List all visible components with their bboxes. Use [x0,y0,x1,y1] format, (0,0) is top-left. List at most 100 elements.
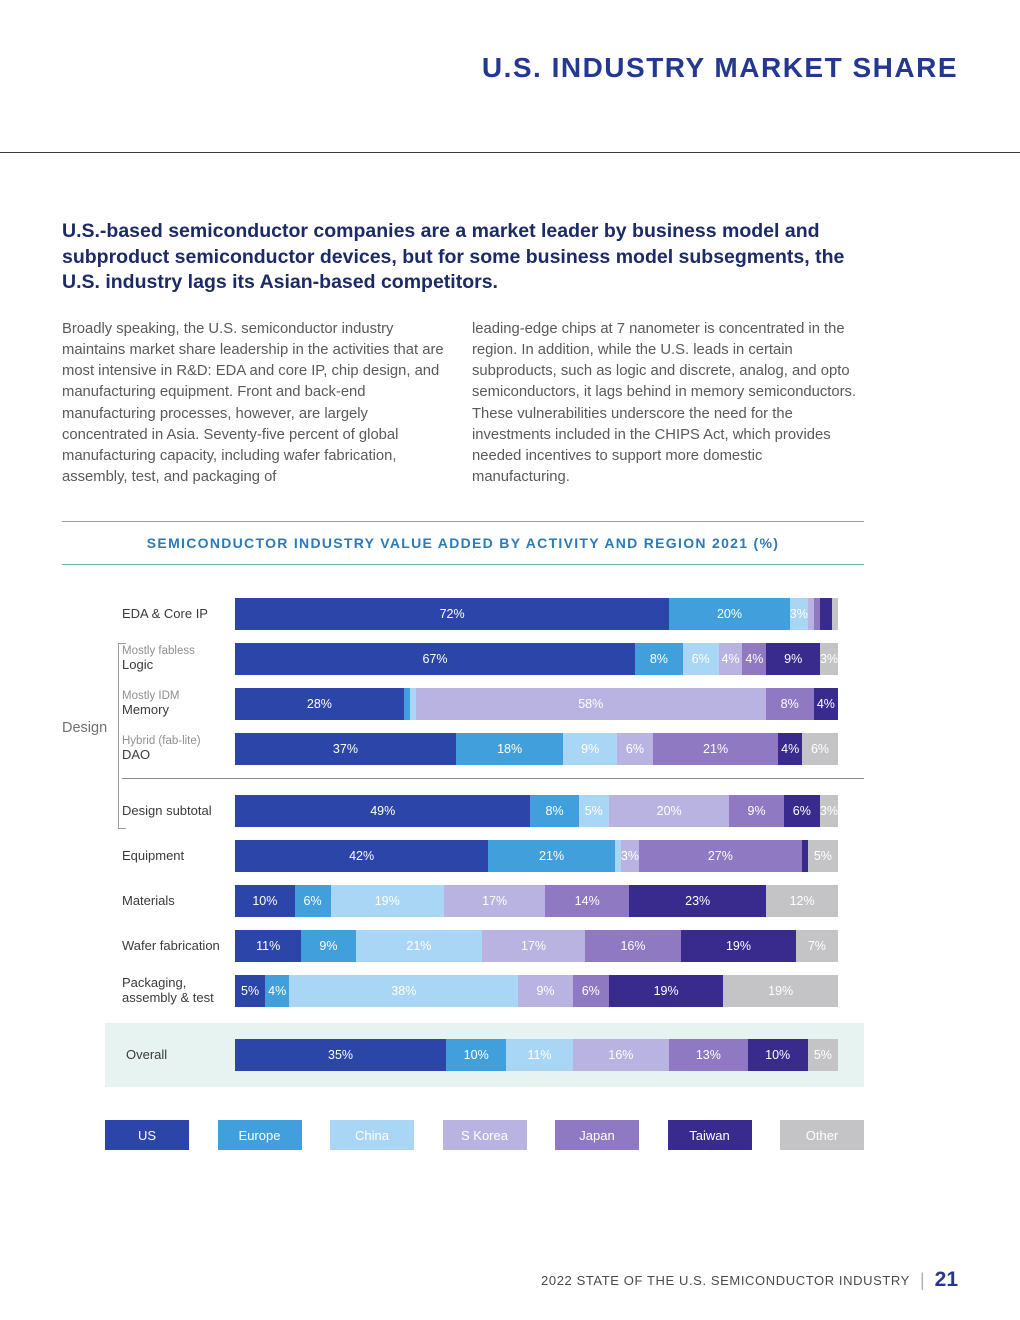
row-label-text: DAO [122,747,151,763]
row-label: Overall [105,1039,235,1071]
bar-segment-us: 11% [235,930,302,962]
footer-text: 2022 STATE OF THE U.S. SEMICONDUCTOR IND… [541,1272,910,1288]
row-label-text: Design subtotal [122,802,212,818]
chart-row: Hybrid (fab-lite) DAO 37% 18% 9% 6% 21% 4% 6% [62,733,864,765]
row-label-text: Packaging, assembly & test [122,975,214,1005]
bar-segment-other: 3% [819,795,838,827]
chart-title-band: SEMICONDUCTOR INDUSTRY VALUE ADDED BY AC… [62,521,864,565]
chart-row: Mostly fabless Logic 67% 8% 6% 4% 4% 9% 3% [62,643,864,675]
chart-row: Packaging, assembly & test 5% 4% 38% 9% 6% 19%… [62,975,864,1007]
row-label: Mostly fabless Logic [62,643,235,675]
row-sublabel: Mostly IDM [122,689,180,702]
row-label: Materials [62,885,235,917]
design-group-label: Design [62,720,108,736]
bar-segment-europe: 8% [530,795,579,827]
header-divider [0,152,1020,153]
bar-segment-china: 38% [289,975,519,1007]
bar-segment-japan: 16% [584,930,682,962]
chart-row: Mostly IDM Memory 28% 58% 8% 4% [62,688,864,720]
bar-segment-taiwan: 4% [778,733,803,765]
bar-segment-japan: 27% [638,840,802,872]
bar-segment-other: 6% [802,733,838,765]
row-label: Hybrid (fab-lite) DAO [62,733,235,765]
bar-segment-japan: 8% [765,688,814,720]
chart-title: SEMICONDUCTOR INDUSTRY VALUE ADDED BY AC… [146,535,780,551]
legend-s-korea: S Korea [442,1120,527,1150]
bar-segment-europe: 4% [265,975,290,1007]
legend-japan: Japan [555,1120,639,1150]
bar-segment-europe: 9% [301,930,356,962]
bar-segment-taiwan: 10% [747,1039,808,1071]
bar-segment-us: 49% [235,795,531,827]
stacked-bar: 11% 9% 21% 17% 16% 19% 7% [235,930,838,962]
bar-segment-taiwan: 4% [813,688,838,720]
bar-segment-us: 28% [235,688,404,720]
row-label: Packaging, assembly & test [62,975,235,1007]
page-number: 21 [934,1268,958,1291]
bar-segment-us: 37% [235,733,456,765]
bar-segment-us: 35% [235,1039,447,1071]
chart-legend: US Europe China S Korea Japan Taiwan Other [105,1120,864,1150]
row-label: EDA & Core IP [62,598,235,630]
legend-europe: Europe [217,1120,302,1150]
bar-segment-taiwan: 23% [628,885,767,917]
bar-segment-other: 3% [820,643,838,675]
intro-section: U.S.-based semiconductor companies are a… [62,219,958,486]
legend-china: China [330,1120,414,1150]
bar-segment-europe: 20% [669,598,790,630]
chart-row: Overall 35% 10% 11% 16% 13% 10% 5% [105,1023,864,1087]
bar-segment-us: 10% [235,885,295,917]
bar-segment-s-korea: 17% [482,930,585,962]
stacked-bar: 42% 21% 3% 27% 5% [235,840,838,872]
body-column-1: Broadly speaking, the U.S. semiconductor… [62,321,444,486]
stacked-bar: 5% 4% 38% 9% 6% 19% 19% [235,975,838,1007]
bar-segment-europe: 18% [455,733,564,765]
bar-segment-other: 19% [723,975,838,1007]
bar-segment-other: 7% [795,930,838,962]
row-sublabel: Hybrid (fab-lite) [122,734,201,747]
chart-row: Design subtotal 49% 8% 5% 20% 9% 6% 3% [62,795,864,827]
bar-segment-europe: 6% [294,885,331,917]
chart-row: Materials 10% 6% 19% 17% 14% 23% 12% [62,885,864,917]
chart-row: Wafer fabrication 11% 9% 21% 17% 16% 19% 7% [62,930,864,962]
bar-segment-taiwan [801,840,808,872]
chart-row: EDA & Core IP 72% 20% 3% [62,598,864,630]
bar-segment-s-korea [807,598,814,630]
row-label: Equipment [62,840,235,872]
bar-segment-other: 5% [807,1039,838,1071]
bar-segment-other [831,598,838,630]
bar-segment-japan: 4% [742,643,767,675]
bar-segment-china: 6% [682,643,719,675]
body-columns: Broadly speaking, the U.S. semiconductor… [62,319,958,486]
bar-segment-s-korea: 58% [415,688,766,720]
bar-segment-japan: 13% [669,1039,748,1071]
intro-headline: U.S.-based semiconductor companies are a… [62,220,845,294]
chart-body: Design EDA & Core IP 72% 20% 3% Mostly fable… [62,598,864,1087]
bar-segment-japan: 14% [545,885,629,917]
stacked-bar: 28% 58% 8% 4% [235,688,838,720]
legend-other: Other [780,1120,864,1150]
bar-segment-other: 12% [766,885,838,917]
row-label-text: Equipment [122,847,185,863]
row-label-text: Wafer fabrication [122,937,220,953]
chart-rows: EDA & Core IP 72% 20% 3% Mostly fabless Logic… [62,598,864,1087]
chart-section: SEMICONDUCTOR INDUSTRY VALUE ADDED BY AC… [62,521,864,1150]
bar-segment-s-korea: 20% [608,795,730,827]
row-label-text: Materials [122,892,175,908]
stacked-bar: 10% 6% 19% 17% 14% 23% 12% [235,885,838,917]
bar-segment-s-korea: 4% [718,643,743,675]
bar-segment-china: 11% [506,1039,573,1071]
row-label-text: EDA & Core IP [122,605,208,621]
row-label: Design subtotal [62,795,235,827]
bar-segment-s-korea: 9% [518,975,573,1007]
bar-segment-us: 5% [235,975,266,1007]
bar-segment-taiwan: 9% [766,643,821,675]
body-column-2: leading-edge chips at 7 nanometer is con… [472,321,857,486]
bar-segment-japan: 6% [572,975,609,1007]
stacked-bar: 49% 8% 5% 20% 9% 6% 3% [235,795,838,827]
bar-segment-china [409,688,416,720]
bar-segment-china: 21% [355,930,483,962]
bar-segment-europe: 10% [446,1039,507,1071]
bar-segment-europe: 8% [635,643,683,675]
bar-segment-europe [403,688,410,720]
